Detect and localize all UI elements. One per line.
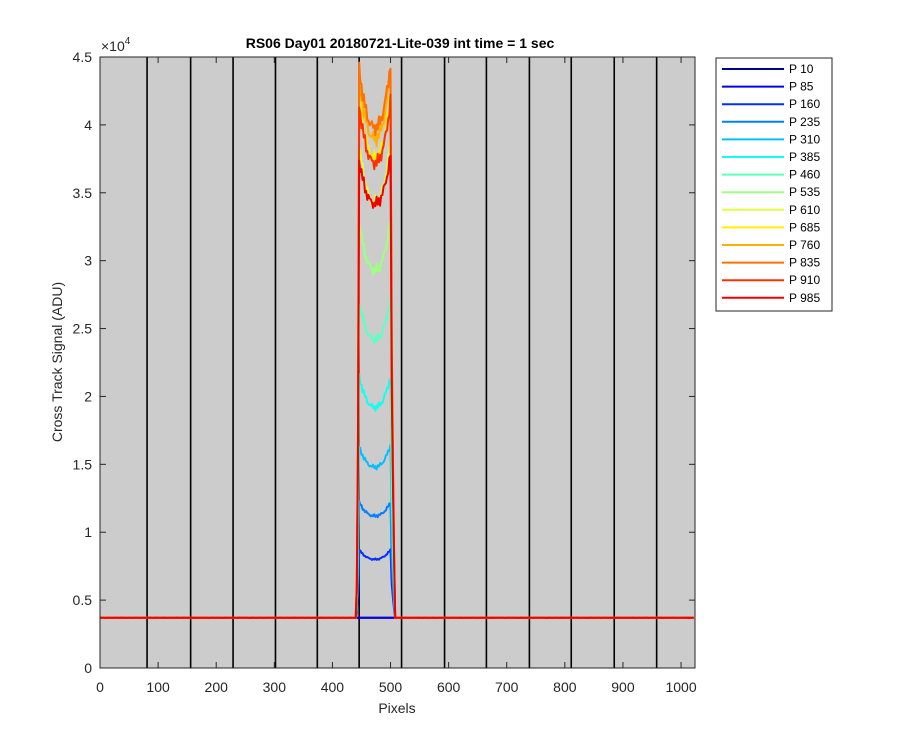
legend-label: P 985 [789, 291, 820, 305]
x-tick-label: 1000 [665, 679, 696, 695]
legend-label: P 385 [789, 150, 820, 164]
legend-label: P 460 [789, 168, 820, 182]
x-tick-label: 100 [146, 679, 170, 695]
chart-title: RS06 Day01 20180721-Lite-039 int time = … [246, 35, 555, 51]
legend-label: P 160 [789, 97, 820, 111]
x-tick-label: 900 [611, 679, 635, 695]
y-tick-label: 1 [84, 524, 92, 540]
x-tick-label: 700 [495, 679, 519, 695]
x-axis-label: Pixels [378, 700, 415, 716]
y-exponent-power: 4 [125, 36, 131, 47]
y-tick-label: 0.5 [73, 592, 93, 608]
y-tick-label: 4 [84, 117, 92, 133]
y-axis-label: Cross Track Signal (ADU) [49, 282, 65, 442]
y-tick-label: 3.5 [73, 185, 93, 201]
y-tick-label: 0 [84, 660, 92, 676]
x-tick-label: 0 [96, 679, 104, 695]
y-tick-label: 1.5 [73, 456, 93, 472]
legend-label: P 835 [789, 256, 820, 270]
y-tick-label: 4.5 [73, 49, 93, 65]
legend-label: P 310 [789, 132, 820, 146]
x-tick-label: 800 [553, 679, 577, 695]
legend-label: P 235 [789, 115, 820, 129]
x-tick-label: 200 [205, 679, 229, 695]
y-tick-label: 2.5 [73, 321, 93, 337]
legend-label: P 760 [789, 238, 820, 252]
x-tick-label: 600 [437, 679, 461, 695]
legend-label: P 85 [789, 80, 814, 94]
plot-area [100, 57, 695, 668]
x-tick-label: 400 [321, 679, 345, 695]
legend-label: P 10 [789, 62, 814, 76]
x-tick-label: 300 [263, 679, 287, 695]
legend-label: P 910 [789, 273, 820, 287]
y-tick-label: 2 [84, 388, 92, 404]
y-exponent-base: ×10 [101, 38, 125, 54]
legend-label: P 685 [789, 220, 820, 234]
y-tick-label: 3 [84, 253, 92, 269]
x-tick-label: 500 [379, 679, 403, 695]
legend: P 10 P 85 P 160 P 235 P 310 P 385 P 460 P 535 P … [716, 58, 832, 311]
legend-label: P 535 [789, 185, 820, 199]
legend-label: P 610 [789, 203, 820, 217]
